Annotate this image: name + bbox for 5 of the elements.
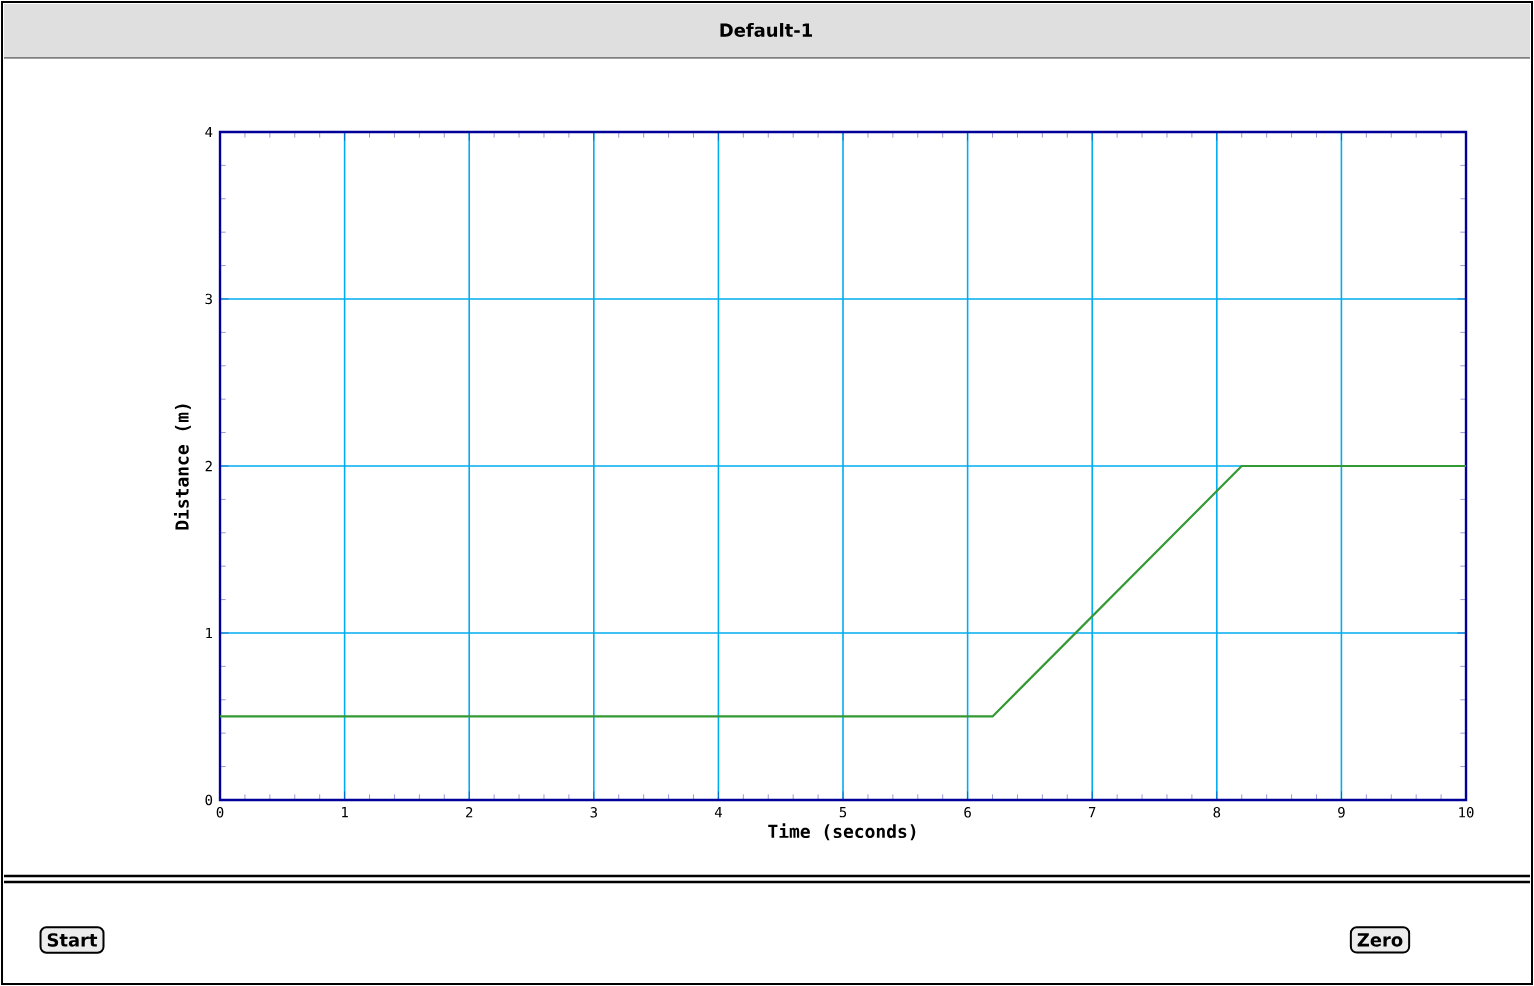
text: Zero xyxy=(1357,933,1403,947)
text: Start xyxy=(47,933,98,947)
x-axis-title: Time (seconds) xyxy=(768,823,916,841)
y-axis-title: Distance (m) xyxy=(173,404,191,530)
chart-title: Default-1 xyxy=(720,23,812,37)
